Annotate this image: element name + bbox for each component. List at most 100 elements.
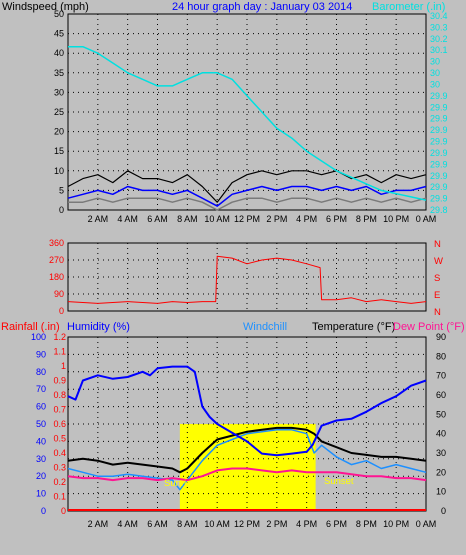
temp-x-ticks: 2 AM 4 AM 6 AM 8 AM 10 AM 12 PM 2 PM 4 PM 6 PM 8 …: [88, 519, 437, 529]
x-tick-label: 4 PM: [296, 214, 317, 224]
x-tick-label: 6 PM: [326, 519, 347, 529]
temperature-axis-label: Temperature (°F): [312, 321, 395, 333]
barometer-tick-label: 29.8: [430, 205, 448, 215]
temp-tick-label: 60: [436, 390, 446, 400]
x-tick-label: 6 AM: [147, 214, 168, 224]
direction-tick-label: 180: [49, 272, 64, 282]
temp-grid: [68, 337, 426, 511]
barometer-tick-label: 29.9: [430, 148, 448, 158]
wind-line: [68, 197, 427, 211]
x-tick-label: 2 PM: [266, 519, 287, 529]
rain-tick-label: 0.6: [53, 419, 66, 429]
barometer-tick-label: 29.9: [430, 171, 448, 181]
barometer-axis-label: Barometer (.in): [372, 1, 445, 13]
barometer-tick-label: 29.9: [430, 102, 448, 112]
x-tick-label: 0 AM: [416, 214, 437, 224]
sunset-label: Sunset: [324, 476, 354, 487]
barometer-tick-label: 29.9: [430, 137, 448, 147]
temp-tick-label: 20: [436, 467, 446, 477]
humidity-tick-label: 70: [36, 384, 46, 394]
barometer-tick-label: 30: [430, 68, 440, 78]
rainfall-axis-label: Rainfall (.in): [1, 321, 60, 333]
barometer-tick-label: 30: [430, 79, 440, 89]
wind-tick-label: 15: [54, 146, 64, 156]
humidity-tick-label: 100: [31, 332, 46, 342]
wind-avg-line: [67, 185, 427, 207]
temp-series: [67, 365, 427, 491]
humidity-tick-label: 80: [36, 367, 46, 377]
x-tick-label: 8 PM: [356, 214, 377, 224]
x-tick-label: 6 AM: [147, 519, 168, 529]
temp-right-ticks: 0 10 20 30 40 50 60 70 80 90: [436, 332, 446, 516]
humidity-tick-label: 20: [36, 471, 46, 481]
rain-tick-label: 0.8: [53, 390, 66, 400]
barometer-tick-label: 29.9: [430, 125, 448, 135]
wind-tick-label: 30: [54, 87, 64, 97]
rain-left-ticks: 0 0.1 0.2 0.3 0.4 0.5 0.6 0.7 0.8 0.9 1 1.1 1.2: [53, 332, 66, 516]
windchill-line: [67, 429, 427, 491]
temperature-line: [67, 426, 427, 474]
rain-tick-label: 0.4: [53, 448, 66, 458]
x-tick-label: 0 AM: [416, 519, 437, 529]
compass-tick-label: S: [434, 273, 440, 284]
direction-tick-label: 90: [54, 289, 64, 299]
x-tick-label: 6 PM: [326, 214, 347, 224]
wind-x-ticks: 2 AM 4 AM 6 AM 8 AM 10 AM 12 PM 2 PM 4 PM 6 PM 8 …: [88, 214, 437, 224]
x-tick-label: 10 PM: [383, 214, 409, 224]
chart-title: 24 hour graph day : January 03 2014: [172, 1, 352, 13]
wind-tick-label: 40: [54, 48, 64, 58]
rain-tick-label: 1.2: [53, 332, 66, 342]
humidity-tick-label: 60: [36, 402, 46, 412]
gust-line: [67, 170, 427, 203]
rain-tick-label: 0.3: [53, 463, 66, 473]
temp-tick-label: 70: [436, 371, 446, 381]
wind-tick-label: 35: [54, 68, 64, 78]
barometer-tick-label: 30.4: [430, 11, 448, 21]
humidity-tick-label: 90: [36, 349, 46, 359]
sunshine-block: [179, 424, 316, 511]
x-tick-label: 12 PM: [234, 519, 260, 529]
windchill-axis-label: Windchill: [243, 321, 287, 333]
barometer-tick-label: 29.9: [430, 91, 448, 101]
x-tick-label: 4 PM: [296, 519, 317, 529]
sunrise-label: Sunrise: [164, 478, 196, 489]
wind-tick-label: 20: [54, 127, 64, 137]
rain-tick-label: 0.2: [53, 477, 66, 487]
barometer-tick-label: 29.9: [430, 114, 448, 124]
x-tick-label: 2 AM: [88, 519, 109, 529]
x-tick-label: 4 AM: [117, 214, 138, 224]
x-tick-label: 10 PM: [383, 519, 409, 529]
barometer-right-ticks: 29.829.929.929.929.929.929.929.929.929.9…: [430, 11, 448, 215]
compass-tick-label: E: [434, 290, 440, 301]
temp-tick-label: 30: [436, 448, 446, 458]
rain-tick-label: 0.1: [53, 492, 66, 502]
direction-line: [67, 255, 427, 304]
direction-tick-label: 0: [59, 306, 64, 316]
direction-tick-label: 360: [49, 238, 64, 248]
rain-tick-label: 0.7: [53, 405, 66, 415]
compass-tick-label: W: [434, 256, 443, 267]
temp-tick-label: 80: [436, 351, 446, 361]
temp-tick-label: 10: [436, 487, 446, 497]
direction-left-ticks: 0 90 180 270 360: [49, 238, 64, 316]
sunshine-area: [68, 424, 426, 511]
barometer-tick-label: 30.2: [430, 34, 448, 44]
wind-tick-label: 10: [54, 166, 64, 176]
humidity-tick-label: 40: [36, 436, 46, 446]
barometer-line: [68, 45, 427, 201]
humidity-tick-label: 10: [36, 489, 46, 499]
x-tick-label: 2 AM: [88, 214, 109, 224]
rain-tick-label: 0.9: [53, 376, 66, 386]
humidity-line: [67, 365, 427, 457]
x-tick-label: 8 AM: [177, 214, 198, 224]
direction-panel-plot: [67, 242, 427, 312]
compass-tick-label: N: [434, 307, 441, 318]
windspeed-axis-label: Windspeed (mph): [2, 1, 89, 13]
dewpoint-line: [67, 467, 427, 482]
barometer-tick-label: 30.3: [430, 22, 448, 32]
x-tick-label: 12 PM: [234, 214, 260, 224]
temp-tick-label: 90: [436, 332, 446, 342]
temp-tick-label: 50: [436, 409, 446, 419]
barometer-tick-label: 30: [430, 57, 440, 67]
